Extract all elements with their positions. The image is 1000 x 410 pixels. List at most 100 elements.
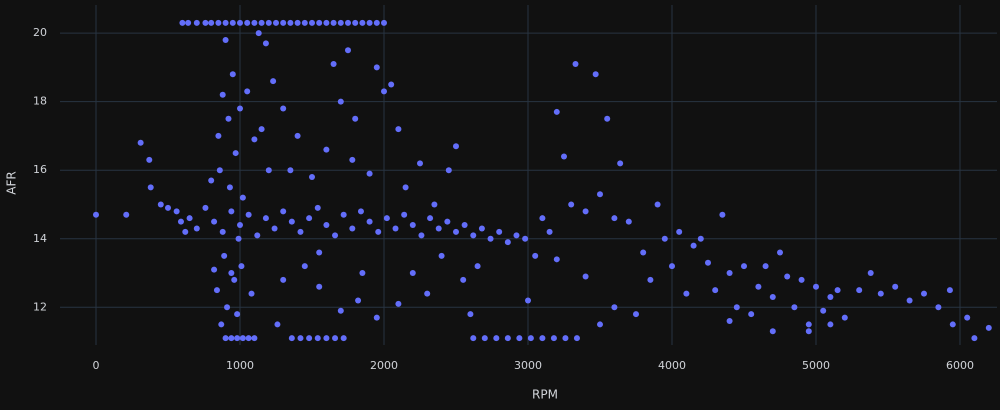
point [935, 304, 942, 311]
point [306, 335, 313, 342]
point [380, 88, 387, 95]
point [985, 324, 992, 331]
point [431, 201, 438, 208]
point [288, 335, 295, 342]
point [323, 222, 330, 229]
point [820, 307, 827, 314]
point [487, 235, 494, 242]
point [427, 215, 434, 222]
point [280, 105, 287, 112]
point [812, 283, 819, 290]
point [226, 184, 233, 191]
point [402, 184, 409, 191]
point [288, 218, 295, 225]
point [262, 40, 269, 47]
point [202, 19, 209, 26]
point [337, 307, 344, 314]
point [676, 228, 683, 235]
point [323, 335, 330, 342]
point [280, 208, 287, 215]
point [877, 290, 884, 297]
point [244, 88, 251, 95]
point [401, 211, 408, 218]
point [418, 232, 425, 239]
x-tick-label: 5000 [802, 359, 830, 372]
point [683, 290, 690, 297]
point [245, 335, 252, 342]
point [668, 263, 675, 270]
point [798, 276, 805, 283]
point [467, 311, 474, 318]
point [182, 228, 189, 235]
point [395, 300, 402, 307]
point [308, 19, 315, 26]
point [314, 335, 321, 342]
point [258, 19, 265, 26]
point [235, 235, 242, 242]
x-tick-label: 4000 [658, 359, 686, 372]
point [215, 132, 222, 139]
point [314, 204, 321, 211]
point [762, 263, 769, 270]
point [244, 19, 251, 26]
point [373, 314, 380, 321]
point [222, 19, 229, 26]
point [380, 19, 387, 26]
point [726, 318, 733, 325]
point [460, 276, 467, 283]
point [228, 208, 235, 215]
point [340, 335, 347, 342]
point [238, 263, 245, 270]
point [236, 105, 243, 112]
point [625, 218, 632, 225]
point [316, 249, 323, 256]
point [366, 19, 373, 26]
point [553, 108, 560, 115]
point [573, 335, 580, 342]
point [308, 174, 315, 181]
point [553, 256, 560, 263]
point [251, 136, 258, 143]
point [524, 297, 531, 304]
point [193, 225, 200, 232]
point [352, 115, 359, 122]
point [949, 321, 956, 328]
point [452, 228, 459, 235]
point [867, 270, 874, 277]
point [755, 283, 762, 290]
point [92, 211, 99, 218]
point [504, 335, 511, 342]
point [532, 252, 539, 259]
point [568, 201, 575, 208]
point [383, 215, 390, 222]
point [219, 228, 226, 235]
point [258, 126, 265, 133]
point [375, 228, 382, 235]
point [236, 222, 243, 229]
point [272, 19, 279, 26]
point [435, 225, 442, 232]
point [294, 132, 301, 139]
point [841, 314, 848, 321]
x-tick-label: 1000 [226, 359, 254, 372]
point [323, 19, 330, 26]
point [234, 335, 241, 342]
point [255, 30, 262, 37]
point [239, 194, 246, 201]
point [344, 19, 351, 26]
point [805, 328, 812, 335]
point [245, 211, 252, 218]
point [186, 215, 193, 222]
point [452, 143, 459, 150]
point [373, 64, 380, 71]
point [805, 321, 812, 328]
point [640, 249, 647, 256]
point [251, 19, 258, 26]
point [239, 335, 246, 342]
point [740, 263, 747, 270]
x-tick-label: 0 [92, 359, 99, 372]
point [834, 287, 841, 294]
point [920, 290, 927, 297]
point [733, 304, 740, 311]
